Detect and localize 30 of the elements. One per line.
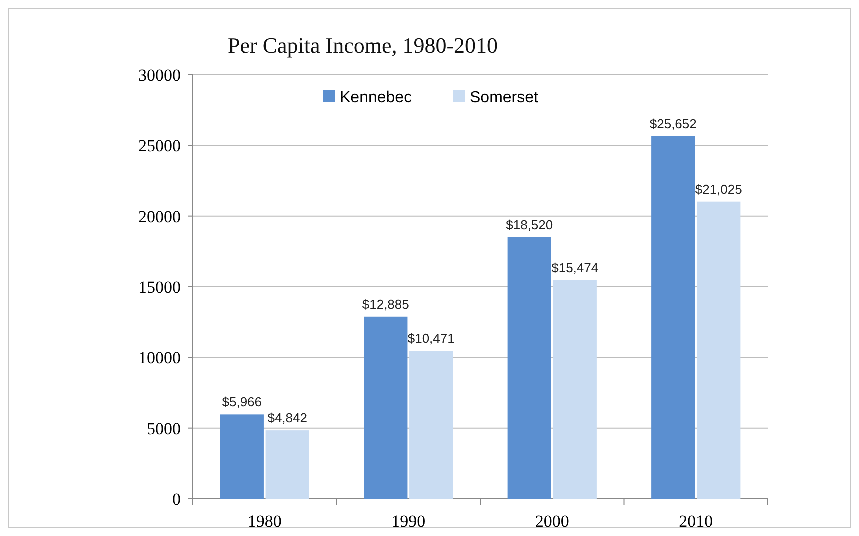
bar [410,351,454,499]
data-label: $4,842 [268,410,308,426]
y-tick-label: 5000 [147,419,181,438]
data-label: $15,474 [552,260,599,276]
bar [652,136,696,499]
bar [697,202,741,499]
bar [266,430,310,499]
legend-label: Kennebec [340,90,412,107]
y-tick-label: 25000 [138,136,181,156]
y-tick-label: 20000 [138,207,181,226]
legend-label: Somerset [470,90,540,107]
bar [553,280,597,499]
x-tick-label: 1980 [248,512,282,531]
data-label: $21,025 [695,182,742,197]
data-label: $18,520 [506,217,554,232]
x-tick-label: 2010 [679,512,714,531]
y-tick-label: 10000 [138,348,181,368]
data-label: $10,471 [408,331,455,346]
chart-title: Per Capita Income, 1980-2010 [228,33,498,58]
x-tick-label: 2000 [535,512,570,531]
x-tick-label: 1990 [392,512,426,531]
bar [364,316,408,499]
y-tick-label: 30000 [138,66,181,85]
bar [220,414,264,499]
y-tick-label: 15000 [138,278,181,297]
bar [508,237,552,499]
data-label: $5,966 [222,394,262,410]
data-label: $25,652 [650,116,697,132]
data-label: $12,885 [362,296,410,312]
y-tick-label: 0 [172,490,181,509]
